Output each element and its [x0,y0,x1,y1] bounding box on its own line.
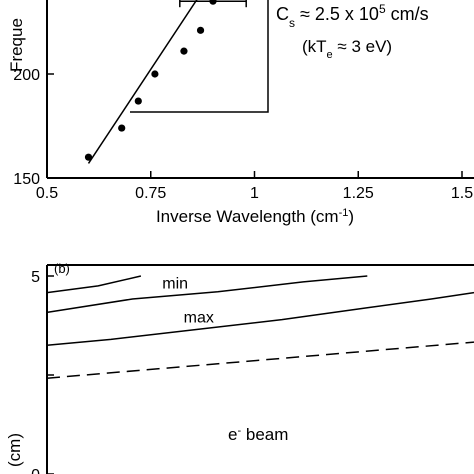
data-point [134,97,142,105]
x-axis-label: Inverse Wavelength (cm-1) [156,207,354,226]
data-point [118,124,126,132]
contour-min [46,275,368,314]
y-tick-label: 0 [31,467,40,474]
contour-line [46,275,142,294]
y-axis-label-b: (cm) [5,433,24,467]
panel-b: (b) 5 0 (cm) min max e- beam [5,261,474,474]
panel-a: 0.5 0.75 1 1.25 1.5 150 200 Inverse Wavelengt… [7,0,474,226]
y-tick-label: 150 [13,171,40,188]
kte-annotation: (kTe ≈ 3 eV) [302,37,392,61]
x-tick-label: 0.75 [135,185,166,202]
contour-max [46,291,474,347]
series-label-min: min [162,276,188,293]
annotation-box [130,0,269,113]
data-point [151,70,159,78]
data-point [209,0,217,5]
data-point [196,26,205,34]
x-tick-label: 1.25 [343,185,374,202]
fit-line [87,0,198,164]
panel-b-label: (b) [54,261,70,276]
x-tick-label: 0.5 [36,185,58,202]
y-tick-label: 5 [31,269,40,286]
x-tick-label: 1.5 [451,185,473,202]
data-point [180,47,188,55]
data-point [84,153,93,161]
series-label-max: max [184,310,214,327]
y-axis-label: Freque [7,18,26,72]
beam-edge-dashed-line [46,341,474,379]
y-tick-label: 200 [13,67,40,84]
cs-annotation: Cs ≈ 2.5 x 105 cm/s [276,2,429,30]
region-label: e- beam [228,425,288,444]
x-tick-label: 1 [250,185,259,202]
